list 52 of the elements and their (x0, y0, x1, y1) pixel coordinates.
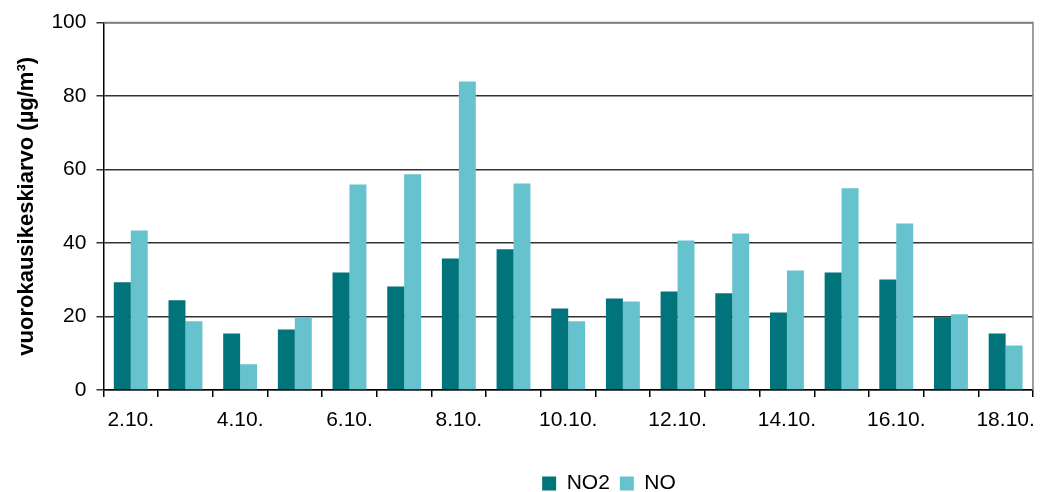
bar (568, 321, 586, 390)
bar (841, 188, 859, 390)
bar (404, 174, 422, 390)
legend-label: NO (644, 470, 676, 492)
y-tick-label: 0 (74, 376, 87, 400)
y-tick-label: 40 (63, 229, 87, 253)
x-tick-label: 12.10. (648, 407, 707, 431)
bar (240, 364, 258, 390)
y-tick-label: 60 (63, 156, 87, 180)
bar (496, 249, 514, 390)
x-tick-label: 2.10. (107, 407, 155, 431)
y-tick-label: 80 (63, 82, 87, 106)
bar (950, 314, 968, 390)
bar (513, 183, 531, 390)
bar (879, 279, 897, 390)
bar (769, 312, 787, 390)
bar (605, 298, 623, 390)
bar (824, 272, 842, 390)
x-tick-label: 10.10. (539, 407, 598, 431)
bar (988, 333, 1006, 390)
bar (551, 308, 569, 390)
bar (349, 184, 367, 390)
bar (223, 333, 241, 390)
x-tick-label: 6.10. (326, 407, 373, 431)
bar (715, 293, 733, 390)
bar (458, 81, 476, 390)
bar (732, 233, 750, 390)
bar (130, 230, 148, 390)
legend-label: NO2 (566, 470, 610, 492)
y-tick-label: 100 (51, 9, 87, 33)
x-tick-label: 18.10. (976, 407, 1035, 431)
bar (677, 240, 695, 390)
bar (168, 300, 186, 390)
x-tick-label: 4.10. (216, 407, 264, 431)
bar (660, 291, 678, 390)
bar (934, 317, 951, 390)
y-tick-label: 20 (63, 303, 87, 327)
x-tick-label: 14.10. (757, 407, 817, 431)
bar (622, 301, 640, 390)
bar (387, 286, 405, 390)
bar (896, 223, 914, 390)
bar (441, 258, 459, 390)
bar (294, 317, 312, 390)
bar (113, 282, 131, 390)
bar (1005, 345, 1023, 390)
x-tick-label: 16.10. (867, 407, 926, 431)
bar (185, 321, 203, 390)
bar (786, 270, 804, 390)
bar (332, 272, 350, 390)
x-tick-label: 8.10. (435, 407, 483, 431)
bar (277, 329, 295, 390)
y-axis-title: vuorokausikeskiarvo (µg/m³) (13, 56, 39, 356)
